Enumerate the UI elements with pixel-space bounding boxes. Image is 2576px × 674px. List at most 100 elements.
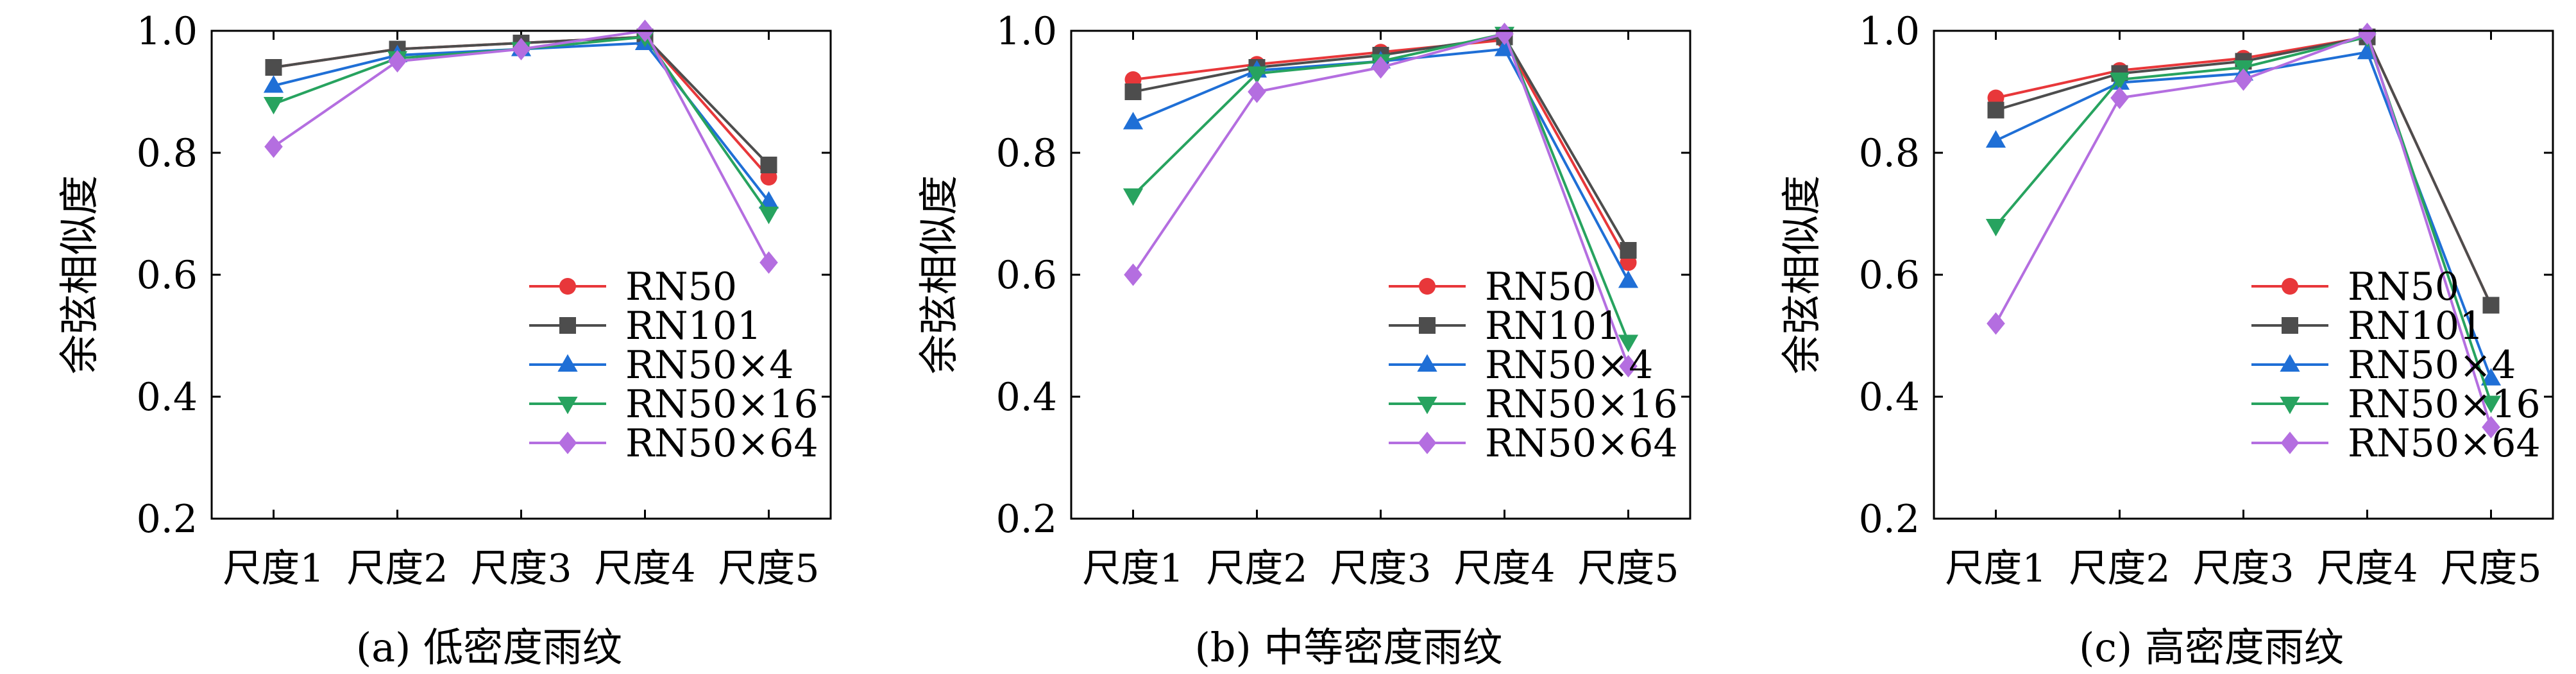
data-point (264, 135, 283, 159)
legend-label: RN101 (1485, 304, 1621, 349)
legend-marker (1419, 278, 1436, 295)
data-point (1371, 56, 1390, 79)
legend-marker (1417, 396, 1437, 415)
legend-marker (1417, 354, 1437, 372)
legend-marker (557, 396, 578, 415)
x-category-label: 尺度4 (1453, 546, 1555, 591)
data-point (760, 157, 777, 173)
data-point (2482, 415, 2500, 439)
y-tick-label: 0.6 (996, 253, 1057, 298)
legend-marker (2280, 396, 2300, 415)
y-tick-label: 0.2 (996, 497, 1057, 542)
y-tick-label: 0.2 (1859, 497, 1920, 542)
legend-marker (2280, 354, 2300, 372)
data-point (1124, 263, 1142, 286)
data-point (1618, 334, 1639, 352)
legend-label: RN50×64 (2348, 421, 2541, 466)
data-point (388, 49, 407, 73)
y-axis-label: 余弦相似度 (1778, 175, 1825, 374)
data-point (1495, 22, 1514, 46)
data-point (1124, 83, 1142, 100)
legend-marker (1418, 431, 1437, 454)
legend-label: RN101 (625, 304, 761, 349)
y-tick-label: 0.4 (996, 375, 1057, 420)
plot-frame (1933, 30, 2554, 520)
data-point (1246, 66, 1267, 84)
data-point (265, 59, 282, 76)
x-category-label: 尺度1 (1082, 546, 1183, 591)
data-point (2480, 368, 2502, 386)
x-category-label: 尺度5 (718, 546, 819, 591)
data-point (1620, 242, 1637, 259)
data-point (758, 191, 779, 209)
legend-label: RN50×16 (625, 382, 818, 427)
y-tick-label: 0.6 (137, 253, 198, 298)
series-diamond (264, 19, 778, 274)
x-category-label: 尺度4 (594, 546, 695, 591)
data-point (2480, 395, 2502, 413)
y-tick-label: 1.0 (137, 9, 198, 54)
x-category-label: 尺度2 (2069, 546, 2170, 591)
x-category-label: 尺度2 (1206, 546, 1307, 591)
legend-label: RN50×64 (625, 421, 818, 466)
panel-caption: (b) 中等密度雨纹 (1195, 624, 1503, 671)
legend-marker (559, 317, 576, 334)
legend-marker (2282, 278, 2298, 295)
legend-label: RN50×16 (2348, 382, 2541, 427)
y-tick-label: 0.8 (137, 131, 198, 176)
data-point (2358, 22, 2377, 46)
legend-label: RN50×16 (1485, 382, 1678, 427)
x-category-label: 尺度5 (1577, 546, 1679, 591)
x-category-label: 尺度4 (2316, 546, 2418, 591)
data-point (1987, 101, 2004, 119)
x-category-label: 尺度5 (2440, 546, 2541, 591)
series-line (273, 29, 770, 263)
data-point (263, 75, 284, 93)
data-point (1123, 188, 1144, 206)
legend-label: RN50 (2348, 264, 2459, 309)
legend-marker (557, 354, 578, 372)
data-point (1494, 39, 1515, 56)
legend-label: RN50×4 (1485, 343, 1653, 388)
y-tick-label: 1.0 (1859, 9, 1920, 54)
data-point (1248, 80, 1266, 103)
legend-label: RN50×4 (625, 343, 793, 388)
y-axis-label: 余弦相似度 (915, 175, 962, 374)
x-category-label: 尺度3 (1330, 546, 1431, 591)
legend-label: RN50×4 (2348, 343, 2516, 388)
y-tick-label: 0.2 (137, 497, 198, 542)
legend-marker (2280, 431, 2300, 454)
x-category-label: 尺度3 (470, 546, 572, 591)
panel-caption: (a) 低密度雨纹 (356, 624, 622, 671)
plot-frame (210, 30, 832, 520)
data-point (512, 37, 530, 61)
data-point (759, 251, 778, 274)
data-point (1985, 218, 2006, 237)
x-category-label: 尺度1 (223, 546, 324, 591)
legend-marker (559, 278, 576, 295)
data-point (1985, 130, 2006, 148)
data-point (2234, 68, 2253, 91)
data-point (1619, 354, 1638, 378)
x-category-label: 尺度3 (2192, 546, 2294, 591)
y-tick-label: 1.0 (996, 9, 1057, 54)
legend-label: RN50 (1485, 264, 1597, 309)
data-point (263, 96, 284, 115)
data-point (758, 206, 779, 225)
data-point (1987, 312, 2005, 335)
data-point (2482, 297, 2500, 314)
data-point (1618, 270, 1639, 288)
y-tick-label: 0.8 (996, 131, 1057, 176)
y-axis-label: 余弦相似度 (56, 175, 103, 374)
series-diamond (1987, 22, 2500, 439)
legend-marker (2282, 317, 2298, 334)
plot-frame (1070, 30, 1691, 520)
data-point (2110, 86, 2129, 110)
